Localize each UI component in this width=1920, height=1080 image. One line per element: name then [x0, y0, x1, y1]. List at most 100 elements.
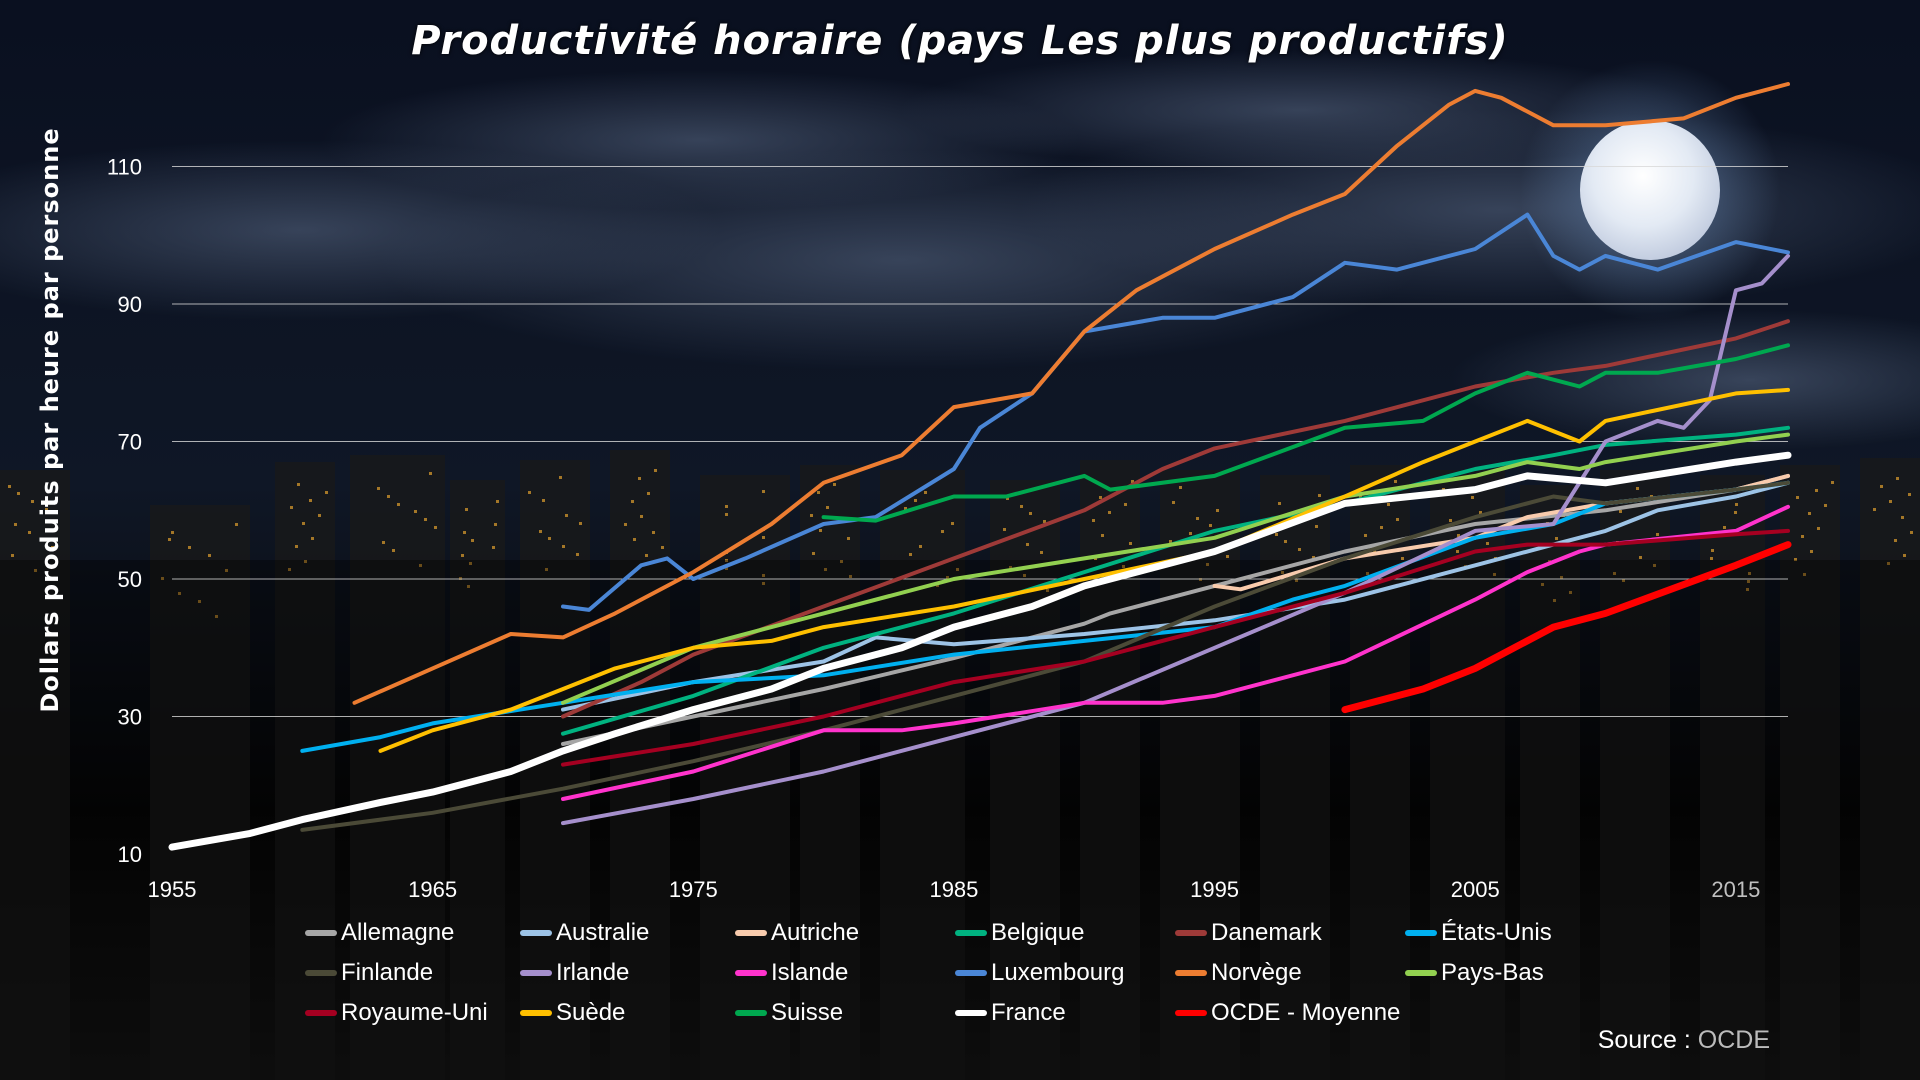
building	[1430, 470, 1505, 1080]
window-light	[1169, 540, 1172, 543]
window-light	[559, 476, 562, 479]
window-light	[465, 508, 468, 511]
window-light	[633, 538, 636, 541]
window-light	[1394, 480, 1397, 483]
window-light	[467, 585, 470, 588]
window-light	[1810, 550, 1813, 553]
window-light	[762, 582, 765, 585]
legend-entry: États-Unis	[1405, 916, 1605, 950]
legend-swatch	[1405, 970, 1437, 976]
window-light	[1908, 493, 1911, 496]
series-line-norv-ge	[352, 82, 1790, 705]
window-light	[638, 477, 641, 480]
window-light	[31, 500, 34, 503]
window-light	[392, 549, 395, 552]
window-light	[1315, 525, 1318, 528]
window-light	[1026, 543, 1029, 546]
window-light	[387, 495, 390, 498]
window-light	[654, 469, 657, 472]
window-light	[1901, 516, 1904, 519]
window-light	[956, 568, 959, 571]
building	[350, 455, 445, 1080]
window-light	[1366, 572, 1369, 575]
window-light	[14, 523, 17, 526]
window-light	[1903, 554, 1906, 557]
legend-label: États-Unis	[1441, 919, 1552, 946]
legend-swatch	[520, 970, 552, 976]
y-tick-label: 90	[118, 292, 142, 317]
window-light	[661, 546, 664, 549]
building	[990, 480, 1060, 1080]
legend-entry: Danemark	[1175, 916, 1405, 950]
legend-label: Belgique	[991, 919, 1085, 946]
legend-label: OCDE - Moyenne	[1211, 999, 1401, 1026]
legend-entry: Norvège	[1175, 956, 1405, 990]
window-light	[1723, 526, 1726, 529]
window-light	[810, 514, 813, 517]
window-light	[909, 553, 912, 556]
window-light	[225, 569, 228, 572]
window-light	[288, 568, 291, 571]
legend-label: France	[991, 999, 1066, 1026]
window-light	[1040, 551, 1043, 554]
window-light	[215, 615, 218, 618]
window-light	[539, 530, 542, 533]
window-light	[1794, 558, 1797, 561]
window-light	[840, 560, 843, 563]
legend-label: Danemark	[1211, 919, 1322, 946]
window-light	[377, 487, 380, 490]
window-light	[1020, 505, 1023, 508]
legend-entry: Suède	[520, 996, 735, 1030]
window-light	[1560, 576, 1563, 579]
window-light	[168, 538, 171, 541]
window-light	[914, 499, 917, 502]
window-light	[725, 559, 728, 562]
window-light	[528, 491, 531, 494]
series-line-islande	[561, 504, 1790, 801]
window-light	[492, 546, 495, 549]
window-light	[290, 506, 293, 509]
legend-label: Pays-Bas	[1441, 959, 1544, 986]
window-light	[178, 592, 181, 595]
window-light	[434, 526, 437, 529]
window-light	[45, 508, 48, 511]
window-light	[725, 513, 728, 516]
legend-label: Suède	[556, 999, 626, 1026]
legend-swatch	[520, 930, 552, 936]
legend-label: Australie	[556, 919, 650, 946]
series-line-ocde-moyenne	[1341, 541, 1792, 714]
window-light	[1196, 517, 1199, 520]
window-light	[1622, 579, 1625, 582]
window-light	[1129, 542, 1132, 545]
window-light	[1824, 504, 1827, 507]
legend-entry: Irlande	[520, 956, 735, 990]
legend-label: Finlande	[341, 959, 434, 986]
window-light	[565, 514, 568, 517]
window-light	[1046, 589, 1049, 592]
window-light	[1653, 564, 1656, 567]
window-light	[309, 499, 312, 502]
window-light	[849, 575, 852, 578]
window-light	[1298, 548, 1301, 551]
window-light	[652, 531, 655, 534]
series-lines	[168, 82, 1792, 851]
window-light	[1493, 573, 1496, 576]
window-light	[1734, 511, 1737, 514]
window-light	[762, 536, 765, 539]
window-light	[725, 505, 728, 508]
x-tick-label: 2005	[1451, 877, 1500, 902]
window-light	[1281, 571, 1284, 574]
y-tick-label: 30	[118, 705, 142, 730]
window-light	[1009, 566, 1012, 569]
legend-entry: Autriche	[735, 916, 955, 950]
legend-label: Norvège	[1211, 959, 1302, 986]
window-light	[645, 554, 648, 557]
window-light	[1710, 557, 1713, 560]
x-axis-ticks: 1955 1965 1975 1985 1995 2005 2015	[148, 877, 1761, 902]
window-light	[1364, 534, 1367, 537]
legend-entry: Belgique	[955, 916, 1175, 950]
legend-label: Allemagne	[341, 919, 455, 946]
window-light	[1380, 526, 1383, 529]
series-line-pays-bas	[561, 432, 1790, 705]
window-light	[1179, 486, 1182, 489]
